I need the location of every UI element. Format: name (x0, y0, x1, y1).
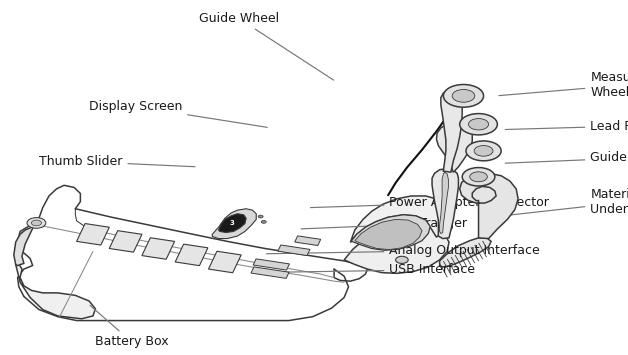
Polygon shape (350, 215, 430, 250)
Polygon shape (355, 219, 422, 250)
Polygon shape (460, 173, 518, 239)
Text: Display Screen: Display Screen (89, 100, 268, 127)
Polygon shape (253, 259, 290, 270)
Polygon shape (440, 238, 491, 267)
Circle shape (443, 84, 484, 107)
Text: USB Interface: USB Interface (254, 263, 475, 276)
Polygon shape (441, 89, 462, 172)
Circle shape (470, 172, 487, 182)
Circle shape (258, 215, 263, 218)
Polygon shape (436, 122, 472, 172)
Polygon shape (175, 244, 208, 266)
Circle shape (27, 218, 46, 228)
Text: Guide Wheel: Guide Wheel (198, 12, 333, 80)
Text: Yarn Tragger: Yarn Tragger (301, 217, 467, 230)
Circle shape (466, 141, 501, 161)
Polygon shape (344, 224, 449, 273)
Circle shape (452, 89, 475, 102)
Polygon shape (77, 224, 109, 245)
Circle shape (261, 220, 266, 223)
Text: Guide Wheel: Guide Wheel (505, 152, 628, 164)
Text: Power Adapter Connector: Power Adapter Connector (310, 196, 550, 209)
Text: Lead Frame: Lead Frame (505, 120, 628, 132)
Polygon shape (251, 267, 289, 278)
Polygon shape (109, 231, 142, 252)
Polygon shape (295, 236, 321, 246)
Circle shape (460, 114, 497, 135)
Text: 3: 3 (230, 220, 235, 226)
Polygon shape (142, 238, 175, 259)
Circle shape (462, 168, 495, 186)
Text: Thumb Slider: Thumb Slider (39, 155, 195, 168)
Polygon shape (350, 196, 453, 242)
Text: Measuring
Wheel: Measuring Wheel (499, 71, 628, 99)
Circle shape (474, 146, 493, 156)
Circle shape (31, 220, 41, 226)
Text: Battery Box: Battery Box (90, 305, 169, 349)
Polygon shape (278, 245, 310, 256)
Text: Analog Output Interface: Analog Output Interface (266, 244, 540, 257)
Polygon shape (16, 262, 95, 319)
Text: Material
Under Test: Material Under Test (499, 189, 628, 216)
Polygon shape (219, 214, 246, 233)
Polygon shape (208, 251, 241, 273)
Polygon shape (440, 172, 448, 234)
Circle shape (468, 119, 489, 130)
Circle shape (396, 256, 408, 263)
Polygon shape (212, 209, 256, 239)
Polygon shape (432, 169, 458, 239)
Polygon shape (14, 224, 35, 266)
